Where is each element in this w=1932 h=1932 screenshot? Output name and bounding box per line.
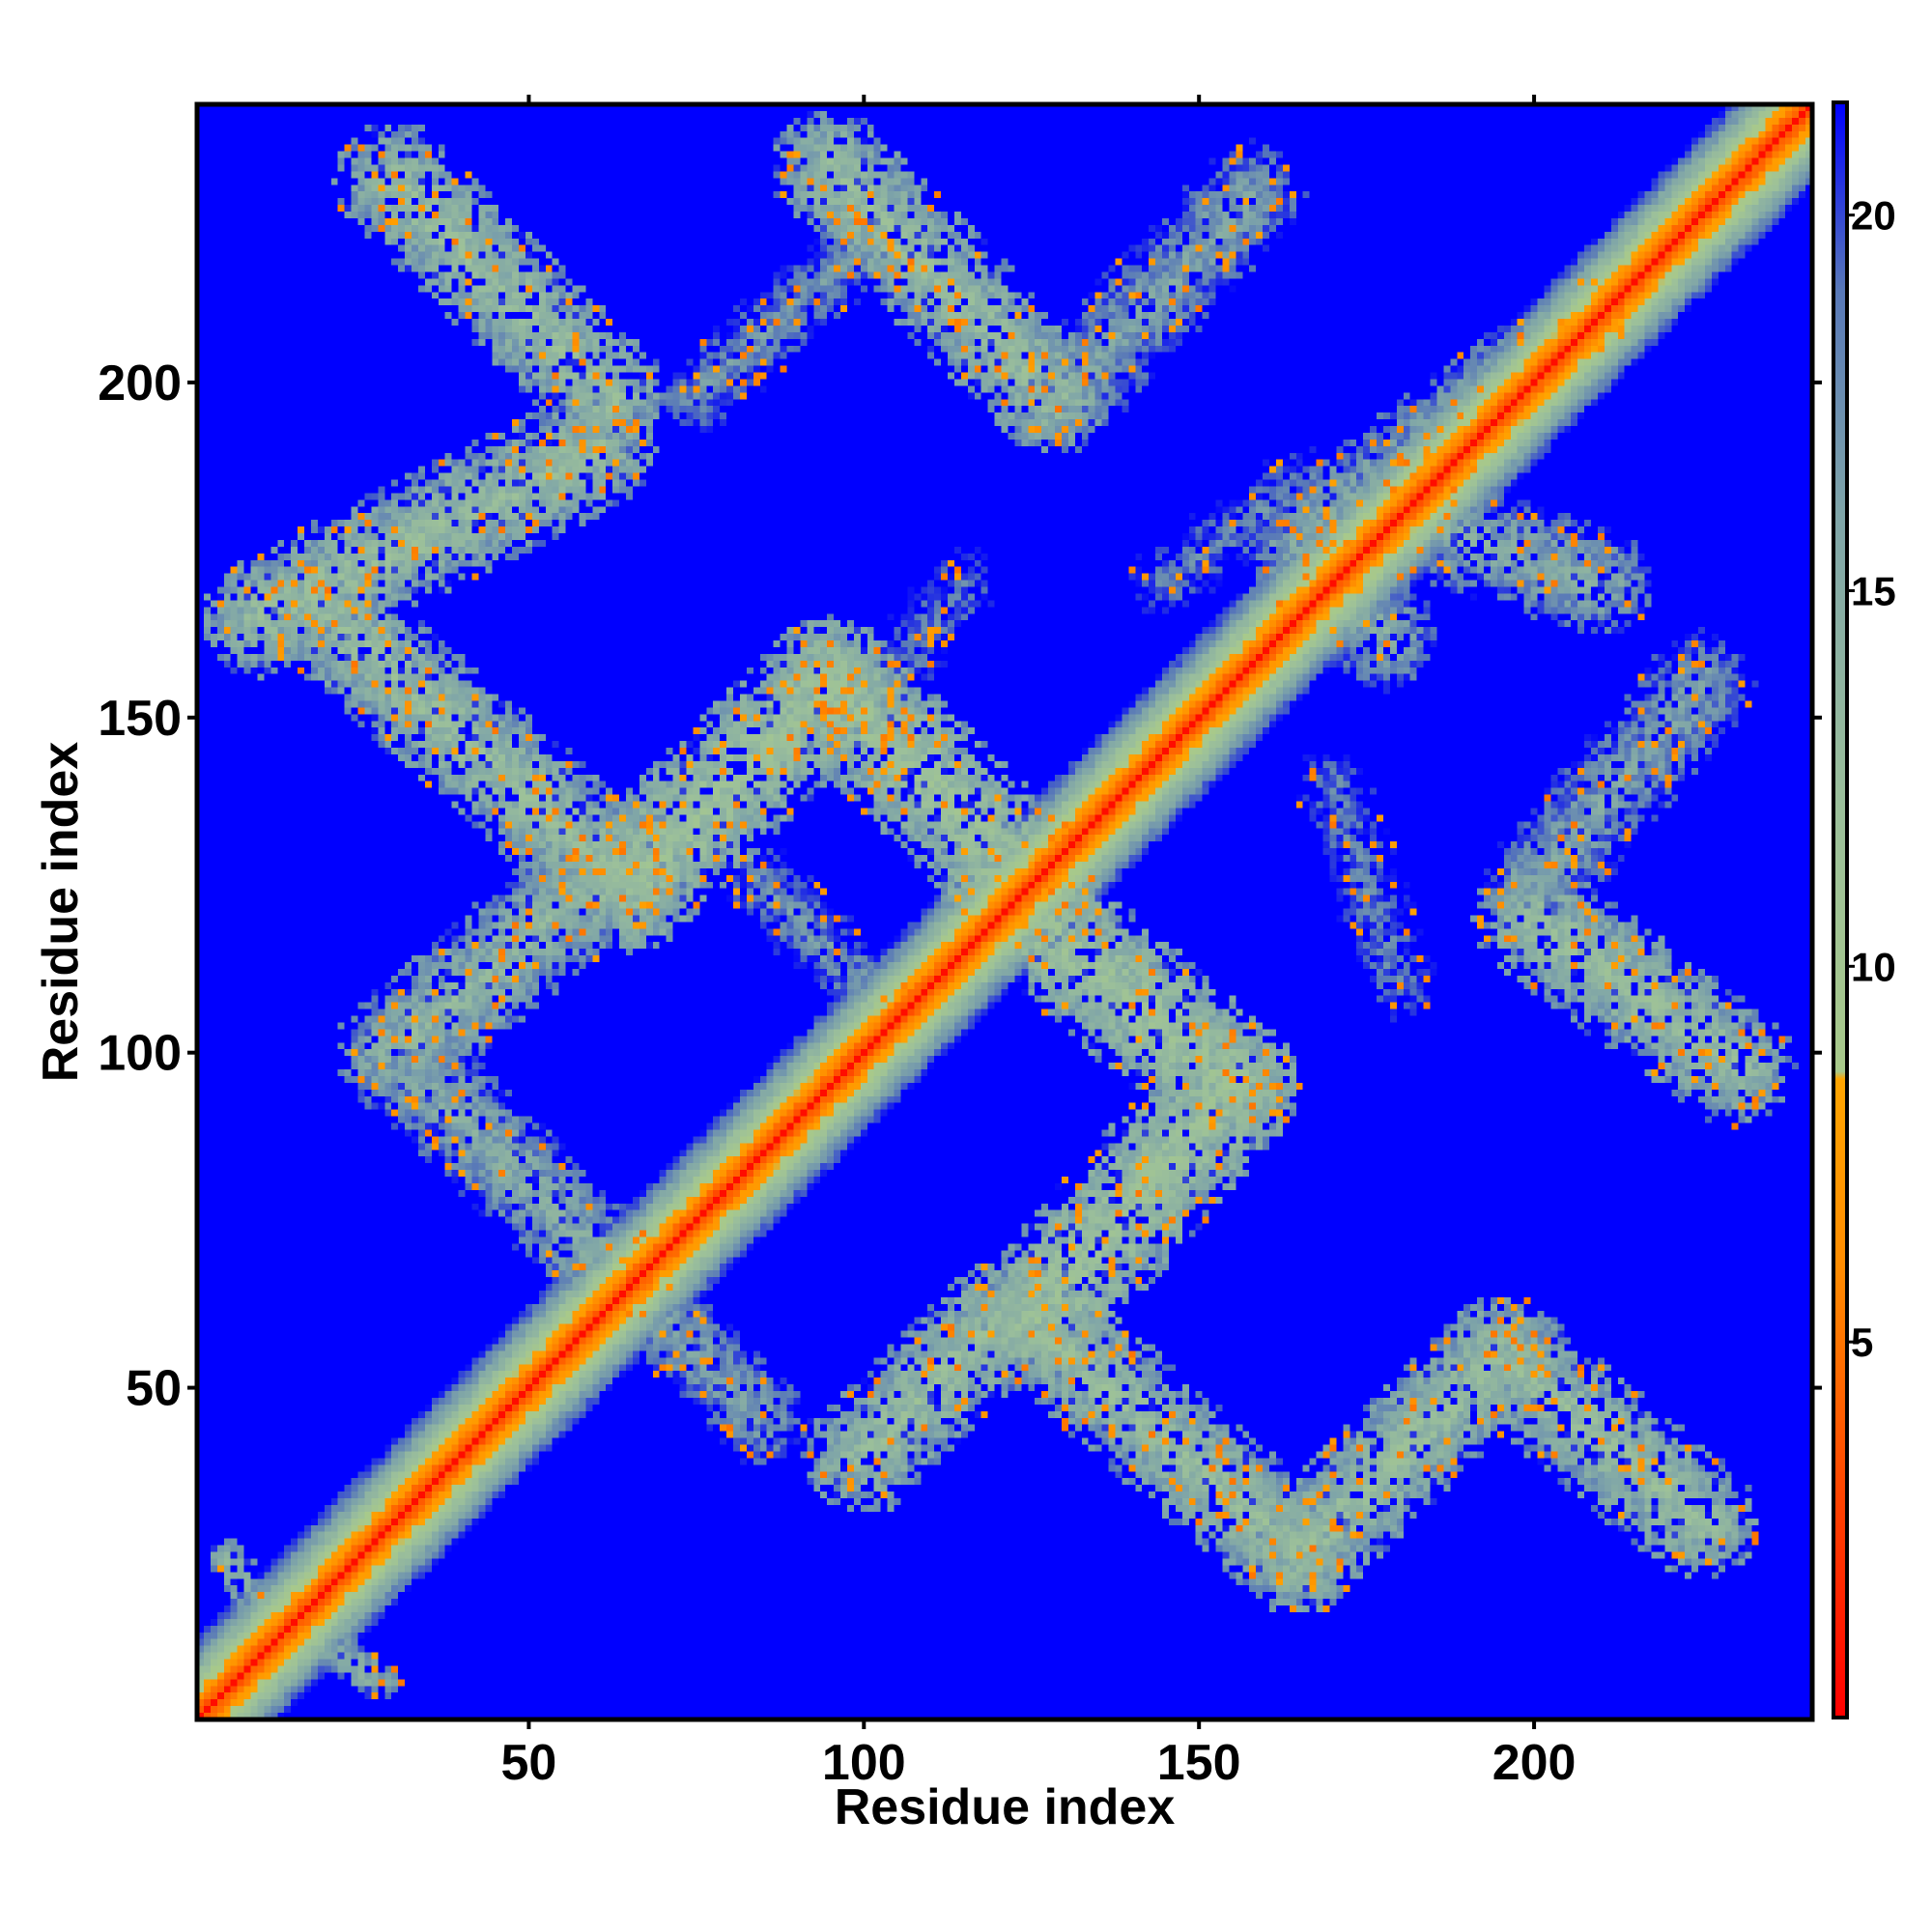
y-axis-title: Residue index xyxy=(33,742,89,1083)
colorbar xyxy=(1832,100,1849,1719)
y-tick-label: 50 xyxy=(126,1361,182,1417)
x-tick-label: 50 xyxy=(500,1735,556,1791)
plot-frame xyxy=(194,101,1815,1722)
y-tick-label: 100 xyxy=(98,1026,182,1082)
y-tick-label: 200 xyxy=(98,355,182,412)
colorbar-ticks: 5 10 15 20 xyxy=(1847,193,1896,1365)
heatmap-cells xyxy=(197,104,1812,1719)
x-tick-label: 100 xyxy=(822,1735,906,1791)
colorbar-tick-label: 15 xyxy=(1851,568,1896,613)
y-tick-label: 150 xyxy=(98,691,182,747)
colorbar-tick-label: 5 xyxy=(1851,1320,1873,1365)
x-axis-title: Residue index xyxy=(835,1779,1176,1835)
x-axis-ticks: 50 100 150 200 xyxy=(500,95,1576,1791)
y-axis-ticks: 50 100 150 200 xyxy=(98,355,1822,1417)
colorbar-tick-label: 20 xyxy=(1851,193,1896,239)
x-tick-label: 150 xyxy=(1157,1735,1241,1791)
x-tick-label: 200 xyxy=(1492,1735,1577,1791)
colorbar-tick-label: 10 xyxy=(1851,944,1896,989)
heatmap-plot-area xyxy=(197,104,1812,1719)
